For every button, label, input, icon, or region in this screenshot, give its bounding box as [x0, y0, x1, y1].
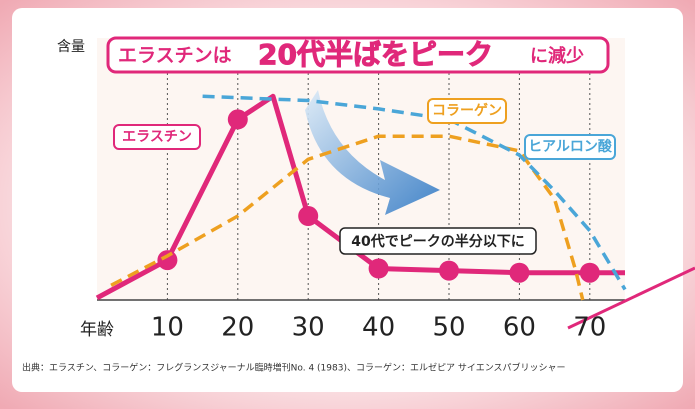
title: エラスチンは	[118, 45, 232, 67]
annotation: 40代でピークの半分以下に	[351, 233, 524, 250]
marker	[439, 260, 459, 281]
x-tick-label: 60	[503, 313, 536, 343]
annotation-box	[339, 227, 537, 255]
source: 出典：エラスチン、コラーゲン：フレグランスジャーナル臨時増刊No. 4 (198…	[22, 362, 566, 374]
title: 20代半ばをピーク	[258, 38, 493, 71]
marker	[509, 262, 530, 283]
marker	[579, 262, 600, 283]
x-tick-label: 40	[362, 313, 395, 343]
marker	[227, 109, 248, 130]
title: に減少	[530, 45, 584, 67]
legend-box	[427, 98, 507, 124]
legend-box	[524, 134, 616, 160]
legend-label: エラスチン	[122, 129, 192, 145]
x-tick-label: 70	[573, 313, 606, 343]
line-2	[202, 94, 627, 291]
marker	[298, 206, 319, 226]
y-axis-label: 含量	[57, 39, 85, 55]
line-1	[110, 134, 585, 301]
x-tick-label: 20	[221, 313, 254, 343]
x-tick-label: 10	[151, 313, 184, 343]
x-tick-label: 50	[432, 313, 465, 343]
x-axis-label: 年齢	[80, 320, 114, 340]
legend-label: コラーゲン	[432, 102, 502, 119]
decoration	[567, 266, 695, 330]
marker	[157, 250, 178, 271]
marker	[368, 258, 389, 279]
legend-label: ヒアルロン酸	[528, 138, 613, 155]
legend-box	[113, 124, 201, 150]
title-banner	[106, 36, 610, 74]
x-tick-label: 30	[292, 313, 325, 343]
arrow	[305, 90, 440, 215]
